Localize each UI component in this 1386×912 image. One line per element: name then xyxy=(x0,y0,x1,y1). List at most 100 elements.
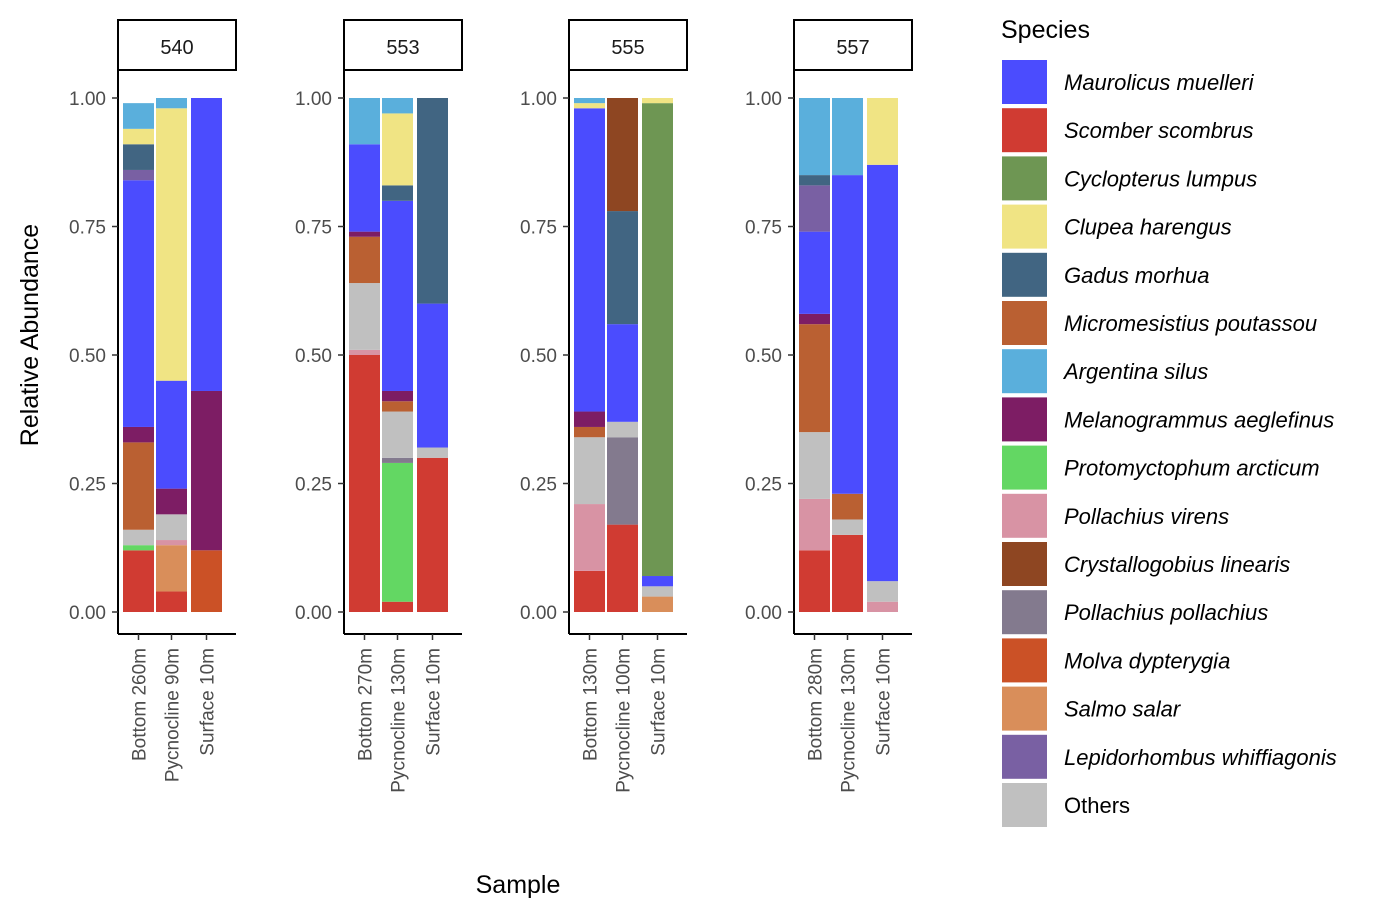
bar-segment-gm xyxy=(607,211,638,325)
bar-segment-as xyxy=(349,98,380,145)
bar-segment-cli xyxy=(607,98,638,212)
bar-segment-as xyxy=(574,98,605,104)
y-tick-label: 0.25 xyxy=(745,475,782,496)
bar-segment-as xyxy=(382,98,413,114)
bar-segment-mm xyxy=(607,324,638,422)
legend-swatch xyxy=(1002,156,1047,201)
legend-label: Gadus morhua xyxy=(1064,263,1210,288)
y-tick-label: 0.00 xyxy=(745,603,782,624)
bar-segment-ot xyxy=(799,432,830,499)
facet-strip xyxy=(117,19,237,71)
legend: Maurolicus muelleri Scomber scombrus Cyclo… xyxy=(1002,60,1337,827)
bar-segment-gm xyxy=(123,144,154,170)
bar-segment-cl xyxy=(642,103,673,577)
bar-segment-pv xyxy=(156,540,187,546)
x-tick-label: Pycnocline 100m xyxy=(614,648,635,793)
y-tick-label: 1.00 xyxy=(745,89,782,110)
y-tick-label: 0.75 xyxy=(295,218,332,239)
bar-segment-md xyxy=(191,550,222,612)
bar-segment-ch xyxy=(123,128,154,145)
bar-segment-pv xyxy=(799,498,830,551)
legend-swatch xyxy=(1002,734,1047,779)
legend-swatch xyxy=(1002,60,1047,104)
bar-segment-mm xyxy=(642,576,673,587)
bar-segment-as xyxy=(799,98,830,176)
bar-segment-ma xyxy=(382,390,413,402)
bar-segment-ot xyxy=(382,411,413,458)
bar-segment-as xyxy=(832,98,863,176)
legend-item: Salmo salar xyxy=(1002,686,1182,731)
bar-segment-ot xyxy=(867,581,898,602)
bar-segment-pa xyxy=(123,545,154,551)
facet-label: 553 xyxy=(386,37,419,59)
bar-segment-ch xyxy=(642,98,673,104)
bar-segment-pp xyxy=(382,457,413,463)
x-tick-label: Surface 10m xyxy=(649,648,670,756)
bar-segment-mp xyxy=(799,324,830,433)
bar-segment-pv xyxy=(867,601,898,612)
y-tick-label: 0.75 xyxy=(520,218,557,239)
legend-swatch xyxy=(1002,493,1047,538)
x-tick-label: Pycnocline 130m xyxy=(389,648,410,793)
legend-item: Crystallogobius linearis xyxy=(1002,542,1290,586)
bar-segment-ss xyxy=(382,601,413,612)
bar-segment-ch xyxy=(867,98,898,165)
facet-label: 540 xyxy=(160,37,193,59)
bar-segment-ss xyxy=(574,570,605,612)
bar-bottom-270m xyxy=(349,98,380,612)
bar-segment-ch xyxy=(574,103,605,109)
legend-label: Molva dypterygia xyxy=(1064,648,1230,673)
bar-segment-mm xyxy=(867,164,898,582)
legend-label: Clupea harengus xyxy=(1064,215,1232,240)
bar-segment-ot xyxy=(832,519,863,535)
bar-segment-mm xyxy=(156,380,187,489)
legend-label: Crystallogobius linearis xyxy=(1064,552,1290,577)
bar-segment-lw xyxy=(799,185,830,232)
bar-segment-gm xyxy=(799,175,830,186)
y-tick-label: 0.00 xyxy=(69,603,106,624)
bar-segment-ot xyxy=(607,421,638,438)
bar-segment-gm xyxy=(417,98,448,304)
bar-surface-10m xyxy=(867,98,898,612)
x-tick-label: Bottom 130m xyxy=(581,648,602,761)
bar-surface-10m xyxy=(191,98,222,612)
legend-item: Others xyxy=(1002,783,1130,827)
legend-item: Argentina silus xyxy=(1002,349,1208,394)
bar-segment-ot xyxy=(349,283,380,350)
bar-segment-pa xyxy=(382,462,413,602)
legend-swatch xyxy=(1002,301,1047,345)
legend-swatch xyxy=(1002,349,1047,394)
bar-pycnocline-100m xyxy=(607,98,638,612)
facet-label: 557 xyxy=(836,37,869,59)
bar-segment-ma xyxy=(574,411,605,427)
bar-pycnocline-130m xyxy=(382,98,413,612)
bar-segment-mm xyxy=(123,180,154,427)
x-tick-label: Surface 10m xyxy=(198,648,219,756)
legend-item: Protomyctophum arcticum xyxy=(1002,445,1320,490)
bar-segment-ch xyxy=(382,113,413,186)
bar-segment-mp xyxy=(832,493,863,520)
bar-segment-mp xyxy=(123,442,154,530)
legend-swatch xyxy=(1002,542,1047,586)
legend-swatch xyxy=(1002,252,1047,297)
bar-segment-ma xyxy=(123,426,154,443)
legend-label: Scomber scombrus xyxy=(1064,118,1254,143)
bar-surface-10m xyxy=(642,98,673,612)
bar-segment-mp xyxy=(574,426,605,438)
bar-segment-sa xyxy=(156,545,187,592)
legend-title: Species xyxy=(1001,16,1090,44)
y-tick-label: 0.00 xyxy=(295,603,332,624)
bar-segment-as xyxy=(156,98,187,109)
bar-pycnocline-130m xyxy=(832,98,863,612)
y-axis-title: Relative Abundance xyxy=(16,224,44,446)
bar-segment-ma xyxy=(156,488,187,515)
y-tick-label: 0.00 xyxy=(520,603,557,624)
bar-segment-ma xyxy=(191,390,222,551)
bar-segment-mm xyxy=(574,108,605,412)
legend-swatch xyxy=(1002,783,1047,827)
x-tick-label: Pycnocline 130m xyxy=(839,648,860,793)
x-tick-label: Surface 10m xyxy=(424,648,445,756)
bar-bottom-260m xyxy=(123,103,154,612)
legend-swatch xyxy=(1002,638,1047,683)
